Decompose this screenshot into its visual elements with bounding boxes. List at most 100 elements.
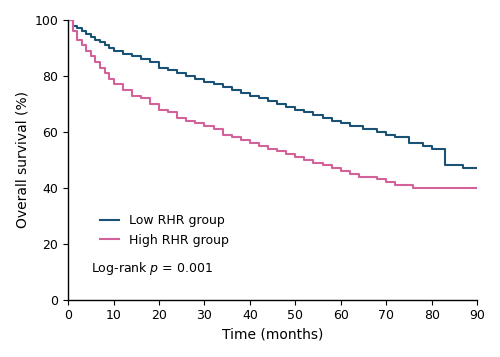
High RHR group [228, 135, 234, 140]
High RHR group [156, 107, 162, 112]
High RHR group [65, 18, 71, 22]
Low RHR group [406, 141, 412, 145]
Low RHR group [147, 60, 153, 64]
High RHR group [97, 65, 103, 70]
Low RHR group [256, 96, 262, 100]
High RHR group [106, 77, 112, 81]
Low RHR group [302, 110, 308, 115]
Low RHR group [420, 144, 426, 148]
Low RHR group [184, 74, 190, 78]
Low RHR group [347, 124, 353, 129]
High RHR group [138, 96, 144, 100]
Low RHR group [97, 40, 103, 45]
High RHR group [120, 88, 126, 92]
High RHR group [392, 183, 398, 187]
High RHR group [292, 155, 298, 159]
Low RHR group [192, 77, 198, 81]
High RHR group [165, 110, 171, 115]
Low RHR group [247, 94, 253, 98]
Line: High RHR group: High RHR group [68, 20, 477, 188]
High RHR group [88, 54, 94, 59]
Low RHR group [138, 57, 144, 61]
Low RHR group [106, 46, 112, 50]
High RHR group [129, 94, 135, 98]
Low RHR group [156, 65, 162, 70]
X-axis label: Time (months): Time (months) [222, 328, 324, 342]
Low RHR group [79, 29, 85, 33]
High RHR group [210, 127, 216, 131]
Line: Low RHR group: Low RHR group [68, 20, 477, 168]
Low RHR group [102, 43, 107, 47]
High RHR group [110, 82, 116, 86]
High RHR group [265, 146, 271, 151]
High RHR group [328, 166, 334, 170]
Low RHR group [202, 79, 207, 84]
High RHR group [202, 124, 207, 129]
Low RHR group [392, 135, 398, 140]
Low RHR group [310, 113, 316, 117]
Text: Log-rank $p$ = 0.001: Log-rank $p$ = 0.001 [91, 260, 213, 277]
Low RHR group [238, 91, 244, 95]
Low RHR group [129, 54, 135, 59]
High RHR group [302, 158, 308, 162]
Y-axis label: Overall survival (%): Overall survival (%) [15, 91, 29, 228]
High RHR group [283, 152, 289, 156]
Low RHR group [84, 32, 89, 36]
Low RHR group [474, 166, 480, 170]
High RHR group [147, 102, 153, 106]
High RHR group [102, 71, 107, 75]
High RHR group [420, 186, 426, 190]
Low RHR group [220, 85, 226, 89]
Low RHR group [374, 130, 380, 134]
Low RHR group [165, 68, 171, 72]
High RHR group [70, 29, 75, 33]
High RHR group [274, 149, 280, 154]
High RHR group [410, 186, 416, 190]
Low RHR group [338, 121, 344, 126]
Low RHR group [228, 88, 234, 92]
Low RHR group [265, 99, 271, 103]
High RHR group [220, 132, 226, 137]
High RHR group [84, 49, 89, 53]
Low RHR group [442, 163, 448, 167]
Low RHR group [320, 116, 326, 120]
High RHR group [347, 172, 353, 176]
High RHR group [356, 175, 362, 179]
Low RHR group [92, 37, 98, 42]
High RHR group [92, 60, 98, 64]
High RHR group [79, 43, 85, 47]
High RHR group [320, 163, 326, 167]
Low RHR group [428, 146, 434, 151]
High RHR group [402, 183, 407, 187]
High RHR group [238, 138, 244, 142]
High RHR group [383, 180, 389, 184]
High RHR group [474, 186, 480, 190]
High RHR group [74, 37, 80, 42]
High RHR group [365, 175, 371, 179]
Low RHR group [460, 166, 466, 170]
High RHR group [338, 169, 344, 173]
High RHR group [256, 144, 262, 148]
Low RHR group [274, 102, 280, 106]
Legend: Low RHR group, High RHR group: Low RHR group, High RHR group [95, 209, 234, 252]
High RHR group [310, 161, 316, 165]
Low RHR group [110, 49, 116, 53]
Low RHR group [74, 26, 80, 31]
High RHR group [460, 186, 466, 190]
High RHR group [174, 116, 180, 120]
Low RHR group [383, 132, 389, 137]
Low RHR group [120, 51, 126, 56]
High RHR group [442, 186, 448, 190]
Low RHR group [360, 127, 366, 131]
High RHR group [192, 121, 198, 126]
Low RHR group [70, 24, 75, 28]
High RHR group [428, 186, 434, 190]
Low RHR group [174, 71, 180, 75]
Low RHR group [328, 119, 334, 123]
Low RHR group [283, 105, 289, 109]
High RHR group [374, 177, 380, 182]
Low RHR group [88, 35, 94, 39]
Low RHR group [65, 18, 71, 22]
Low RHR group [210, 82, 216, 86]
High RHR group [247, 141, 253, 145]
